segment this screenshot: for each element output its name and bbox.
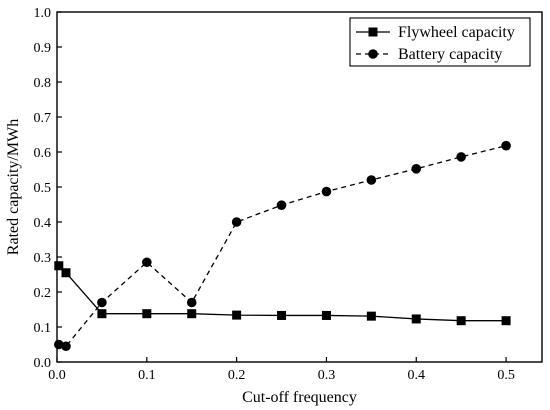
data-point (142, 309, 152, 319)
x-tick-label: 0.2 (228, 368, 246, 383)
data-point (276, 200, 287, 210)
data-point (501, 140, 511, 151)
legend: Flywheel capacity Battery capacity (349, 17, 531, 67)
data-point (456, 316, 466, 326)
data-point (456, 152, 466, 162)
data-point (61, 341, 71, 352)
data-point (97, 297, 107, 308)
y-tick-label: 1.0 (34, 6, 52, 21)
series-line (58, 145, 507, 347)
data-point (321, 310, 331, 320)
y-tick-label: 0.9 (34, 41, 52, 56)
y-tick-label: 0.2 (34, 286, 52, 301)
data-point (187, 309, 197, 319)
data-point (186, 297, 197, 308)
data-point (97, 309, 107, 319)
series-line (58, 265, 507, 322)
y-tick-label: 0.0 (34, 356, 52, 371)
x-tick-label: 0.3 (318, 368, 336, 383)
data-point (231, 217, 242, 227)
data-point (321, 186, 332, 197)
data-point (232, 310, 242, 320)
y-axis-title: Rated capacity/MWh (5, 119, 22, 255)
legend-label: Battery capacity (398, 46, 502, 63)
y-tick-label: 0.7 (34, 111, 52, 126)
y-tick-label: 0.8 (34, 76, 52, 91)
data-point (61, 268, 71, 278)
x-tick-label: 0.0 (48, 368, 66, 383)
x-axis-title: Cut-off frequency (242, 389, 357, 406)
data-point (277, 310, 287, 320)
data-point (411, 314, 421, 324)
legend-circle-marker (368, 49, 378, 59)
y-tick-label: 0.4 (34, 216, 52, 231)
y-tick-label: 0.6 (34, 146, 52, 161)
x-tick-label: 0.1 (138, 368, 156, 383)
x-tick-label: 0.5 (497, 368, 515, 383)
y-tick-label: 0.1 (34, 321, 52, 336)
y-tick-label: 0.3 (34, 251, 52, 266)
data-point (142, 257, 152, 268)
data-point (411, 164, 422, 174)
legend-square-marker (368, 27, 378, 37)
series-battery-capacity (53, 140, 511, 352)
data-point (366, 311, 376, 321)
data-point (366, 175, 377, 185)
x-tick-label: 0.4 (408, 368, 426, 383)
legend-label: Flywheel capacity (398, 24, 515, 41)
series-flywheel-capacity (54, 261, 511, 326)
data-point (501, 316, 511, 326)
data-point (54, 261, 64, 271)
y-tick-label: 0.5 (34, 181, 52, 196)
legend-box (349, 17, 531, 67)
